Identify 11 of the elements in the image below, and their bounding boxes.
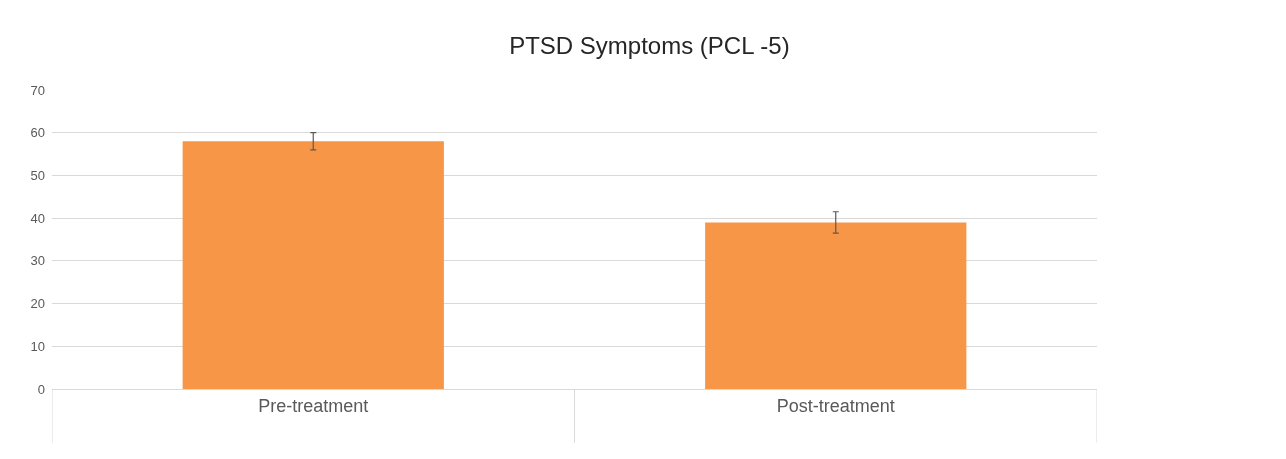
y-tick-label: 30 (30, 253, 45, 269)
y-tick-label: 50 (30, 167, 45, 183)
y-tick-label: 0 (37, 381, 45, 397)
y-tick-label: 20 (30, 296, 45, 312)
x-tick-label: Pre-treatment (258, 395, 369, 416)
y-tick-label: 60 (30, 125, 45, 141)
y-tick-label: 40 (30, 210, 45, 226)
chart-title: PTSD Symptoms (PCL -5) (509, 32, 790, 60)
y-tick-label: 70 (30, 82, 45, 98)
y-tick-label: 10 (30, 338, 45, 354)
x-tick-label: Post-treatment (776, 395, 895, 416)
